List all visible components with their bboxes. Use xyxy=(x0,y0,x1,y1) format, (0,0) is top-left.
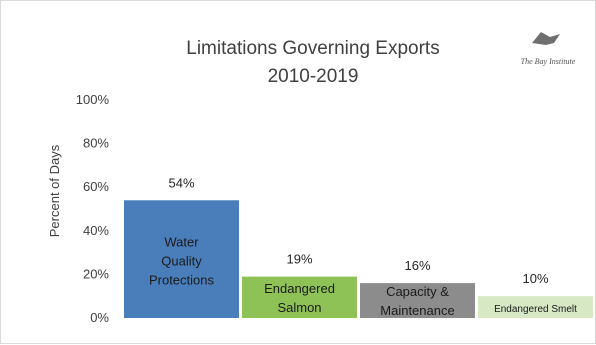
category-label: Protections xyxy=(149,272,215,287)
category-label: Capacity & xyxy=(386,284,449,299)
y-tick-label: 0% xyxy=(90,310,109,325)
logo-text: The Bay Institute xyxy=(521,57,576,66)
y-axis-ticks: 0% 20% 40% 60% 80% 100% xyxy=(76,92,110,325)
category-label: Water xyxy=(164,234,199,249)
bar xyxy=(478,296,593,318)
category-label: Salmon xyxy=(277,300,321,315)
data-labels: 54% Water Quality Protections 19% Endangered S… xyxy=(149,175,577,318)
chart-subtitle: 2010-2019 xyxy=(268,66,359,87)
y-tick-label: 80% xyxy=(83,136,109,151)
y-tick-label: 100% xyxy=(76,92,110,107)
bird-icon xyxy=(532,32,560,45)
value-label: 16% xyxy=(404,258,430,273)
y-axis-label: Percent of Days xyxy=(47,144,62,237)
category-label: Endangered Smelt xyxy=(494,304,577,315)
category-label: Maintenance xyxy=(380,303,454,318)
bar xyxy=(360,283,475,318)
y-tick-label: 60% xyxy=(83,179,109,194)
chart-title: Limitations Governing Exports xyxy=(186,38,439,59)
bar xyxy=(242,276,357,318)
category-label: Quality xyxy=(161,253,202,268)
y-tick-label: 40% xyxy=(83,223,109,238)
logo: The Bay Institute xyxy=(521,32,576,66)
bar xyxy=(124,200,239,318)
category-label: Endangered xyxy=(264,281,335,296)
value-label: 19% xyxy=(286,252,312,267)
value-label: 54% xyxy=(168,175,194,190)
bars xyxy=(124,200,593,318)
value-label: 10% xyxy=(522,271,548,286)
y-tick-label: 20% xyxy=(83,266,109,281)
